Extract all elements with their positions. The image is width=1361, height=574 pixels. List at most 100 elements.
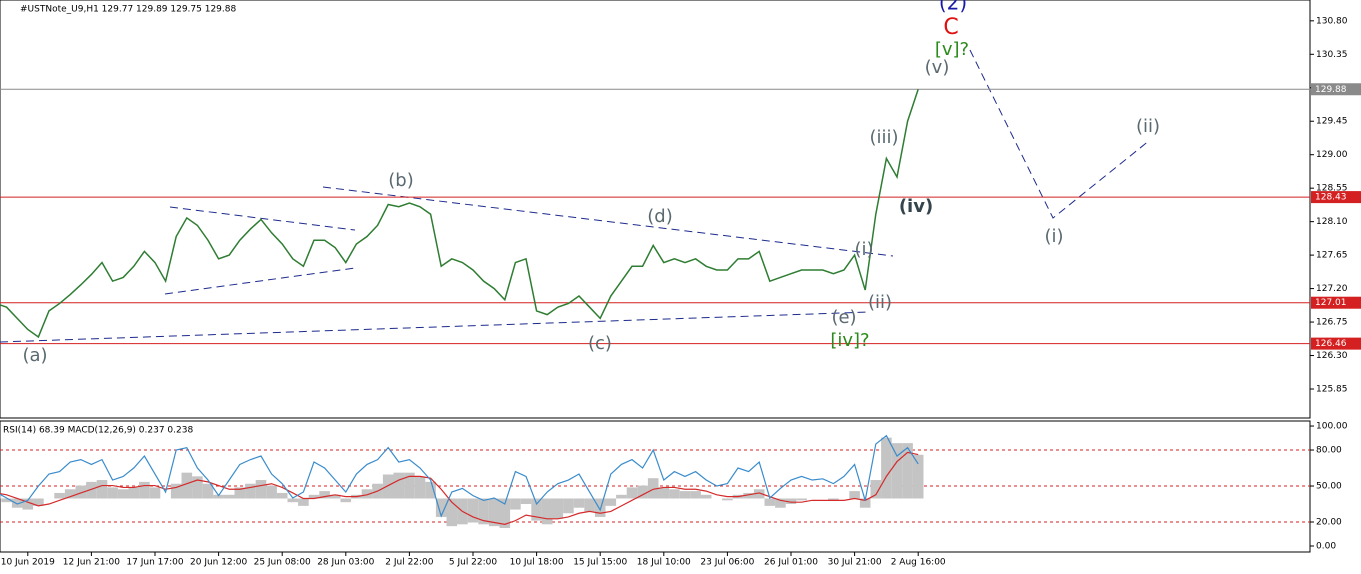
x-tick-label: 10 Jul 18:00 [510, 558, 564, 568]
macd-bar [658, 487, 670, 499]
macd-bar [690, 491, 701, 499]
macd-bar [404, 472, 415, 499]
level-tag [1311, 337, 1361, 350]
macd-bar [54, 492, 65, 499]
macd-bar [139, 481, 150, 499]
macd-bar [520, 498, 532, 505]
macd-bar [775, 498, 786, 508]
trendline [164, 267, 356, 295]
wave-label: (ii) [1136, 116, 1160, 137]
macd-bar [117, 489, 129, 499]
macd-bar [743, 492, 754, 499]
macd-bar [881, 437, 892, 499]
y-tick-label: 80.00 [1316, 446, 1342, 456]
macd-bar [722, 498, 733, 501]
wave-label: (i) [1044, 226, 1063, 247]
y-tick-label: 127.20 [1316, 284, 1348, 294]
macd-bar [626, 487, 638, 499]
macd-bar [541, 498, 553, 525]
trendlines [0, 49, 1151, 343]
x-tick-label: 23 Jul 06:00 [700, 558, 754, 568]
x-tick-label: 5 Jul 22:00 [449, 558, 498, 568]
macd-bar [192, 476, 203, 499]
wave-label: (ii) [868, 292, 892, 313]
macd-bar [891, 443, 903, 499]
wave-label: (d) [647, 206, 672, 227]
macd-bar [149, 487, 161, 499]
y-tick-label: 128.55 [1316, 184, 1348, 194]
main-panel [0, 0, 1311, 419]
projection [969, 49, 1151, 219]
y-tick-label: 50.00 [1316, 482, 1342, 492]
macd-bar [64, 489, 76, 499]
macd-bar [414, 476, 426, 499]
macd-bar [870, 480, 882, 499]
x-tick-label: 2 Jul 22:00 [385, 558, 434, 568]
macd-bar [637, 485, 648, 499]
y-tick-label: 130.80 [1316, 16, 1348, 26]
x-tick-label: 2 Aug 16:00 [891, 558, 946, 568]
macd-bar [276, 492, 288, 499]
macd-bar [753, 489, 765, 499]
macd-bar [75, 485, 87, 499]
x-tick-label: 12 Jun 21:00 [63, 558, 120, 568]
signal-line [0, 451, 919, 525]
x-tick-label: 26 Jul 01:00 [764, 558, 818, 568]
macd-bar [478, 498, 489, 525]
wave-label: [iv]? [830, 330, 869, 351]
macd-bar [266, 485, 277, 499]
macd-bar [785, 498, 797, 505]
y-tick-label: 127.65 [1316, 251, 1348, 261]
macd-bar [796, 498, 807, 501]
x-tick-label: 28 Jun 03:00 [317, 558, 374, 568]
indicator-title: RSI(14) 68.39 MACD(12,26,9) 0.237 0.238 [3, 426, 193, 436]
x-tick-label: 25 Jun 08:00 [254, 558, 311, 568]
x-tick-label: 30 Jul 21:00 [828, 558, 882, 568]
macd-bar [669, 489, 680, 499]
macd-bar [435, 498, 447, 517]
wave-label: (a) [22, 345, 47, 366]
macd-bar [33, 498, 44, 506]
macd-bar [425, 481, 436, 499]
chart-title: #USTNote_U9,H1 129.77 129.89 129.75 129.… [20, 5, 236, 15]
macd-bar [202, 483, 214, 499]
y-tick-label: 100.00 [1316, 422, 1348, 432]
macd-bar [22, 498, 34, 510]
macd-bar [902, 443, 913, 499]
macd-bar [287, 498, 299, 503]
wave-label: C [943, 15, 958, 40]
y-tick-label: 128.10 [1316, 217, 1348, 227]
y-tick-label: 20.00 [1316, 518, 1342, 528]
wave-label: (i) [854, 239, 873, 260]
macd-bar [255, 480, 267, 499]
macd-bar [647, 478, 659, 499]
level-label: 129.88 [1315, 85, 1347, 95]
x-tick-label: 15 Jul 15:00 [573, 558, 627, 568]
wave-label: (v) [925, 57, 950, 78]
macd-bar [11, 498, 23, 508]
macd-bar [382, 474, 394, 499]
macd-bar [912, 454, 924, 499]
y-tick-label: 126.30 [1316, 351, 1348, 361]
macd-bar [223, 494, 235, 499]
macd-bar [361, 489, 373, 499]
macd-bar [0, 494, 2, 499]
macd-bar [563, 498, 574, 514]
y-tick-label: 125.85 [1316, 384, 1348, 394]
macd-bar [605, 498, 617, 506]
macd-bar [107, 487, 118, 499]
macd-bar [499, 498, 511, 529]
macd-bar [298, 498, 309, 506]
wave-label: (e) [831, 307, 856, 328]
rsi-line [0, 434, 919, 518]
macd-bar [181, 472, 193, 499]
level-tag [1311, 83, 1361, 96]
wave-label: (b) [388, 170, 413, 191]
x-tick-label: 20 Jun 12:00 [190, 558, 247, 568]
macd-bar [128, 487, 140, 499]
level-tag [1311, 296, 1361, 309]
macd-bar [700, 494, 712, 499]
x-tick-label: 18 Jul 10:00 [637, 558, 691, 568]
macd-bar [319, 491, 330, 499]
